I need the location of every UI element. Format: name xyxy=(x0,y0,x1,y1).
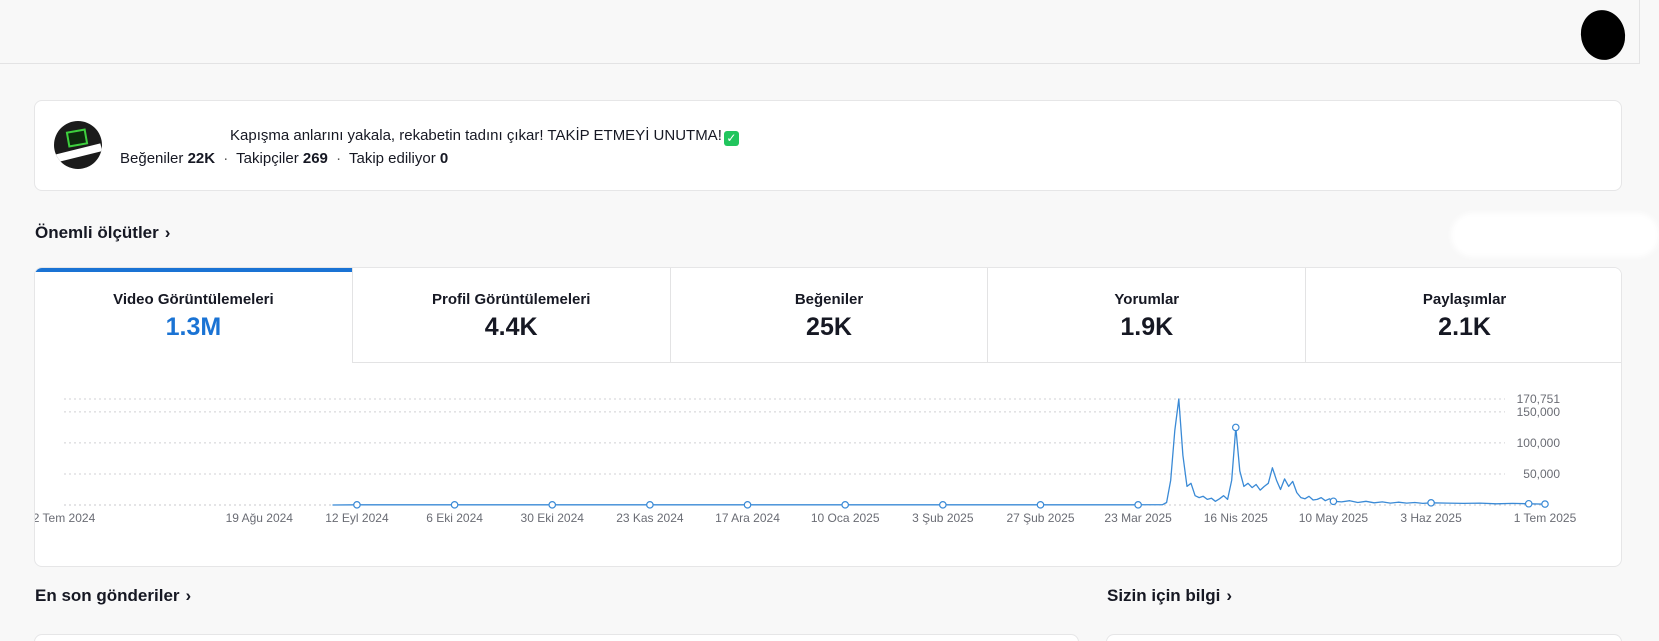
user-avatar[interactable] xyxy=(1576,5,1630,65)
x-tick-label: 23 Mar 2025 xyxy=(1104,511,1172,525)
recent-posts-card xyxy=(34,634,1079,641)
tab-value: 25K xyxy=(806,313,852,341)
data-point xyxy=(1427,499,1435,507)
x-tick-label: 23 Kas 2024 xyxy=(616,511,684,525)
data-point xyxy=(841,501,849,509)
y-tick-label: 170,751 xyxy=(1517,392,1561,406)
x-tick-label: 19 Ağu 2024 xyxy=(226,511,294,525)
y-tick-label: 100,000 xyxy=(1517,436,1561,450)
tab-label: Paylaşımlar xyxy=(1422,291,1507,308)
tab-value: 1.9K xyxy=(1120,313,1174,341)
video-views-chart: 170,751 150,000 100,000 50,000 2 Tem 2024 19 … xyxy=(35,363,1621,566)
bio-text: Kapışma anlarını yakala, rekabetin tadın… xyxy=(230,127,722,144)
data-point xyxy=(1134,501,1142,509)
y-tick-label: 50,000 xyxy=(1523,467,1560,481)
separator: · xyxy=(223,150,229,167)
data-point xyxy=(1231,423,1240,432)
profile-bio: Kapışma anlarını yakala, rekabetin tadın… xyxy=(230,127,739,146)
profile-card: Kapışma anlarını yakala, rekabetin tadın… xyxy=(34,100,1622,191)
tab-label: Video Görüntülemeleri xyxy=(113,291,274,308)
redacted-area xyxy=(1455,217,1655,253)
chevron-right-icon: › xyxy=(1226,586,1233,605)
tab-label: Profil Görüntülemeleri xyxy=(432,291,591,308)
recent-posts-title-text: En son gönderiler xyxy=(35,586,180,605)
followers-value: 269 xyxy=(302,150,328,167)
data-point xyxy=(1541,500,1549,508)
tab-label: Yorumlar xyxy=(1114,291,1180,308)
data-point xyxy=(1329,497,1338,506)
tab-shares[interactable]: Paylaşımlar 2.1K xyxy=(1305,268,1621,363)
tab-value: 1.3M xyxy=(165,313,222,341)
profile-stats: Beğeniler 22K · Takipçiler 269 · Takip e… xyxy=(120,150,448,167)
x-tick-label: 3 Şub 2025 xyxy=(912,511,974,525)
x-tick-label: 3 Haz 2025 xyxy=(1400,511,1462,525)
metrics-card: Video Görüntülemeleri 1.3M Profil Görünt… xyxy=(34,267,1622,567)
chevron-right-icon: › xyxy=(164,223,171,242)
profile-avatar xyxy=(54,121,102,169)
x-tick-label: 12 Eyl 2024 xyxy=(325,511,389,525)
tab-value: 4.4K xyxy=(484,313,538,341)
x-tick-label: 30 Eki 2024 xyxy=(521,511,585,525)
separator: · xyxy=(336,150,342,167)
tab-video-views[interactable]: Video Görüntülemeleri 1.3M xyxy=(35,268,352,363)
x-tick-label: 1 Tem 2025 xyxy=(1514,511,1577,525)
following-value: 0 xyxy=(439,150,449,167)
x-tick-label: 6 Eki 2024 xyxy=(426,511,483,525)
x-tick-label: 27 Şub 2025 xyxy=(1006,511,1074,525)
tab-likes[interactable]: Beğeniler 25K xyxy=(669,268,988,363)
data-point xyxy=(353,501,361,509)
data-point xyxy=(1036,501,1045,509)
x-tick-label: 16 Nis 2025 xyxy=(1204,511,1268,525)
x-tick-label: 2 Tem 2024 xyxy=(35,511,96,525)
check-mark-icon: ✓ xyxy=(723,131,739,146)
data-point xyxy=(939,501,947,509)
tab-profile-views[interactable]: Profil Görüntülemeleri 4.4K xyxy=(351,268,670,363)
following-label: Takip ediliyor xyxy=(348,150,436,167)
key-metrics-title[interactable]: Önemli ölçütler › xyxy=(35,223,170,243)
tab-value: 2.1K xyxy=(1438,313,1491,341)
series-line xyxy=(332,398,1546,506)
chevron-right-icon: › xyxy=(185,586,192,605)
logo-icon xyxy=(65,128,89,148)
insights-card xyxy=(1106,634,1622,641)
top-bar xyxy=(0,0,1640,65)
metric-tabs: Video Görüntülemeleri 1.3M Profil Görünt… xyxy=(35,268,1621,363)
data-point xyxy=(743,501,752,509)
key-metrics-title-text: Önemli ölçütler xyxy=(35,223,159,242)
likes-value: 22K xyxy=(187,150,216,167)
data-point xyxy=(646,501,654,509)
data-point xyxy=(1524,499,1533,508)
recent-posts-title[interactable]: En son gönderiler › xyxy=(35,586,191,606)
data-point xyxy=(548,501,557,509)
data-point xyxy=(450,501,459,509)
likes-label: Beğeniler xyxy=(120,150,184,167)
tab-comments[interactable]: Yorumlar 1.9K xyxy=(987,268,1306,363)
x-tick-label: 10 Oca 2025 xyxy=(811,511,880,525)
x-tick-label: 10 May 2025 xyxy=(1299,511,1369,525)
y-tick-label: 150,000 xyxy=(1517,405,1561,419)
tab-label: Beğeniler xyxy=(794,291,864,308)
insights-title-text: Sizin için bilgi xyxy=(1107,586,1221,605)
followers-label: Takipçiler xyxy=(236,150,299,167)
x-tick-label: 17 Ara 2024 xyxy=(715,511,780,525)
insights-title[interactable]: Sizin için bilgi › xyxy=(1107,586,1232,606)
